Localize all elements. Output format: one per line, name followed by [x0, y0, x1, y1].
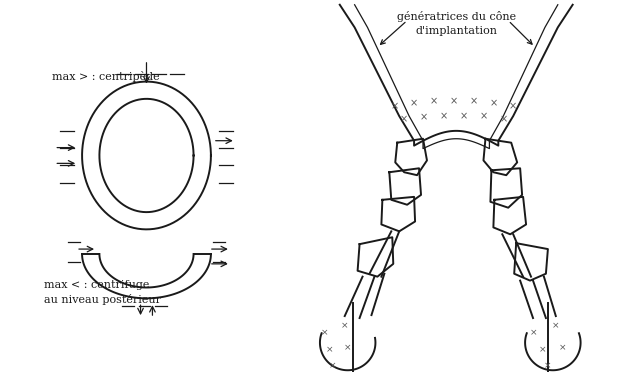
Text: ×: ×: [509, 101, 518, 111]
Text: ×: ×: [539, 345, 547, 354]
Text: ×: ×: [449, 96, 458, 106]
Text: ×: ×: [440, 111, 448, 121]
Text: max < : centrifuge
au niveau postérieur: max < : centrifuge au niveau postérieur: [44, 280, 161, 305]
Text: ×: ×: [544, 361, 552, 370]
Text: ×: ×: [420, 112, 428, 122]
Text: ×: ×: [559, 343, 566, 352]
Text: ×: ×: [341, 321, 349, 330]
Text: ×: ×: [489, 98, 498, 108]
Text: ×: ×: [344, 343, 351, 352]
Text: ×: ×: [529, 328, 537, 338]
Text: ×: ×: [400, 114, 408, 124]
Text: max > : centripède: max > : centripède: [52, 70, 160, 82]
Text: ×: ×: [469, 96, 478, 106]
Text: ×: ×: [326, 345, 334, 354]
Text: ×: ×: [321, 328, 329, 338]
Text: ×: ×: [459, 111, 468, 121]
Text: ×: ×: [499, 114, 508, 124]
Text: ×: ×: [390, 101, 398, 111]
Text: ×: ×: [430, 96, 438, 106]
Text: génératrices du cône
d'implantation: génératrices du cône d'implantation: [397, 10, 516, 36]
Text: ×: ×: [410, 98, 418, 108]
Text: ×: ×: [479, 111, 488, 121]
Text: ×: ×: [552, 321, 559, 330]
Text: ×: ×: [329, 361, 337, 370]
